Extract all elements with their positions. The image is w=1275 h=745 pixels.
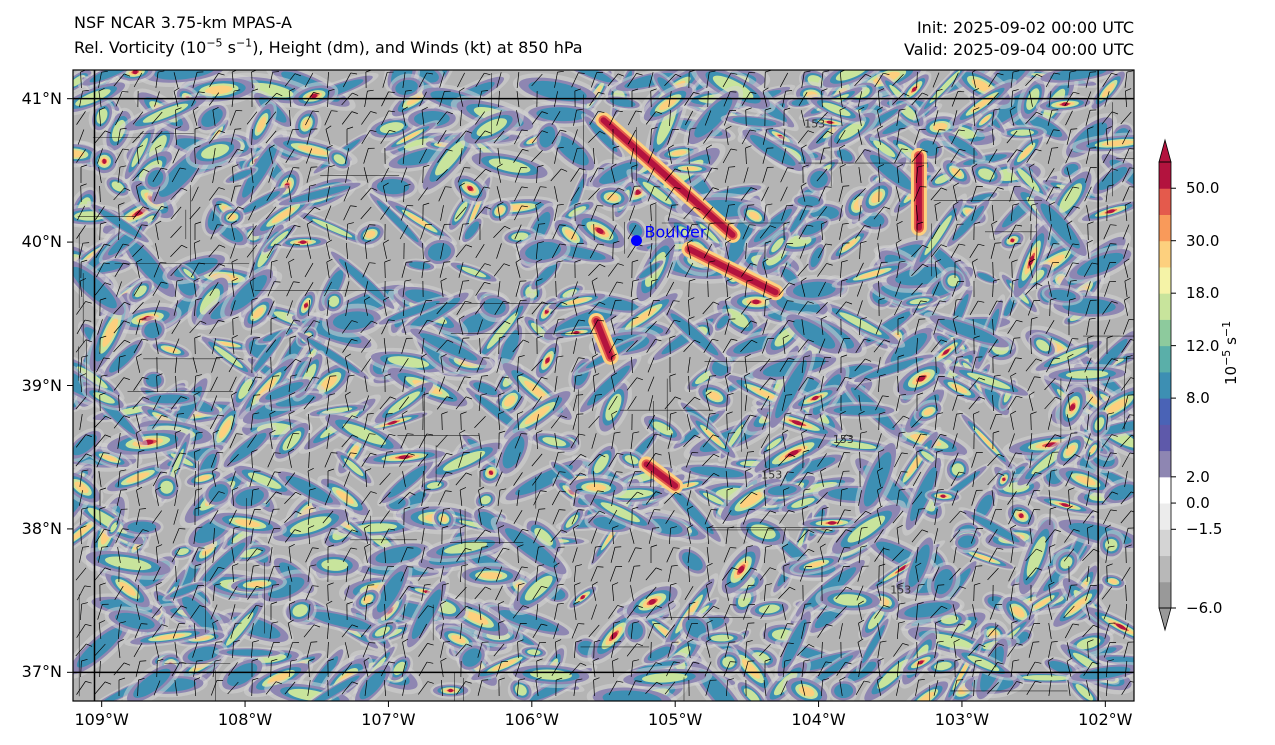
valid-time: Valid: 2025-09-04 00:00 UTC xyxy=(903,40,1134,59)
vorticity-contour xyxy=(766,438,782,450)
vorticity-streak xyxy=(385,653,414,683)
vorticity-contour xyxy=(682,552,703,571)
vorticity-contour xyxy=(536,107,587,122)
vorticity-contour xyxy=(1022,675,1070,681)
vorticity-max xyxy=(448,688,454,693)
vorticity-contour xyxy=(836,149,853,162)
vorticity-contour xyxy=(847,661,877,682)
vorticity-contour xyxy=(951,167,962,177)
vorticity-contour xyxy=(726,308,749,328)
vorticity-streak xyxy=(713,311,733,333)
vorticity-streak xyxy=(119,516,164,538)
vorticity-streak xyxy=(430,682,471,699)
vorticity-contour xyxy=(830,440,877,450)
vorticity-streak xyxy=(675,545,709,577)
vorticity-contour xyxy=(379,122,404,134)
vorticity-filled-contours xyxy=(73,70,1134,701)
vorticity-contour xyxy=(218,419,231,439)
vorticity-contour xyxy=(1101,83,1115,98)
vorticity-contour xyxy=(282,430,302,451)
vorticity-contour xyxy=(699,223,720,244)
vorticity-contour xyxy=(208,484,229,502)
vorticity-max xyxy=(1010,238,1015,243)
vorticity-contour xyxy=(375,546,422,564)
init-time: Init: 2025-09-02 00:00 UTC xyxy=(916,18,1134,37)
vorticity-contour xyxy=(1033,597,1051,609)
vorticity-contour xyxy=(934,661,952,671)
vorticity-contour xyxy=(528,80,587,102)
vorticity-contour xyxy=(564,70,613,83)
vorticity-streak xyxy=(523,101,600,128)
vorticity-contour xyxy=(205,85,233,95)
vorticity-max xyxy=(488,470,494,475)
vorticity-streak xyxy=(477,458,505,487)
vorticity-streak xyxy=(758,431,790,457)
vorticity-streak xyxy=(551,70,626,89)
field-title: Rel. Vorticity (10−5 s−1), Height (dm), … xyxy=(74,36,583,57)
model-title: NSF NCAR 3.75-km MPAS-A xyxy=(74,13,292,32)
vorticity-streak xyxy=(819,401,900,419)
vorticity-contour xyxy=(877,659,910,689)
vorticity-contour xyxy=(1036,339,1050,352)
vorticity-contour xyxy=(500,330,520,365)
vorticity-contour xyxy=(813,655,854,684)
vorticity-contour xyxy=(145,373,162,387)
vorticity-contour xyxy=(217,341,237,347)
vorticity-contour xyxy=(716,315,729,329)
vorticity-streak xyxy=(999,229,1026,251)
vorticity-contour xyxy=(652,421,674,436)
vorticity-streak xyxy=(202,477,235,509)
